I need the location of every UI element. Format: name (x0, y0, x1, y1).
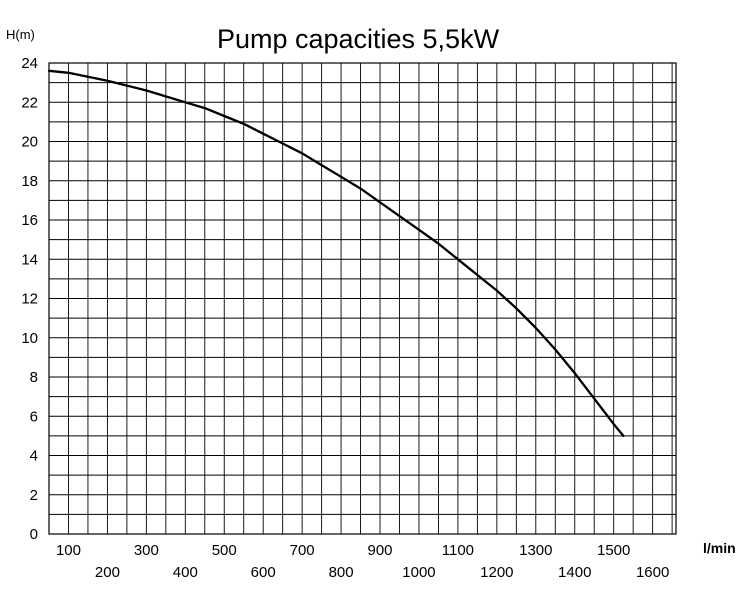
x-tick-label: 1200 (480, 564, 513, 581)
y-axis-label: H(m) (6, 27, 35, 42)
y-tick-label: 2 (30, 487, 38, 504)
x-tick-label: 300 (134, 542, 159, 559)
y-tick-label: 0 (30, 526, 38, 543)
x-tick-label: 600 (251, 564, 276, 581)
x-tick-label: 500 (212, 542, 237, 559)
y-tick-label: 10 (21, 330, 38, 347)
y-tick-label: 4 (30, 448, 38, 465)
y-tick-label: 12 (21, 291, 38, 308)
x-tick-label: 400 (173, 564, 198, 581)
x-tick-label: 1600 (636, 564, 669, 581)
x-tick-label: 1000 (402, 564, 435, 581)
y-tick-label: 24 (21, 55, 38, 72)
x-tick-label: 100 (56, 542, 81, 559)
x-tick-label: 1100 (442, 542, 474, 559)
x-tick-label: 1500 (597, 542, 630, 559)
x-tick-label: 900 (368, 542, 393, 559)
y-tick-label: 22 (21, 94, 38, 111)
y-tick-label: 20 (21, 134, 38, 151)
x-tick-labels: 100 300 500 700 900 1100 1300 1500 200 400 600 800 1… (56, 542, 669, 581)
plot-frame (48, 62, 677, 535)
x-axis-label: l/min (703, 540, 736, 556)
y-tick-label: 18 (21, 173, 38, 190)
x-tick-label: 800 (329, 564, 354, 581)
x-tick-label: 200 (95, 564, 120, 581)
grid-lines (49, 63, 676, 534)
x-tick-label: 1400 (558, 564, 591, 581)
chart-title: Pump capacities 5,5kW (217, 24, 500, 54)
y-tick-label: 8 (30, 369, 38, 386)
x-tick-label: 700 (290, 542, 315, 559)
y-tick-label: 16 (21, 212, 38, 229)
series-line-head-curve (47, 69, 625, 438)
x-tick-label: 1300 (519, 542, 552, 559)
y-tick-label: 6 (30, 408, 38, 425)
y-tick-label: 14 (21, 251, 38, 268)
